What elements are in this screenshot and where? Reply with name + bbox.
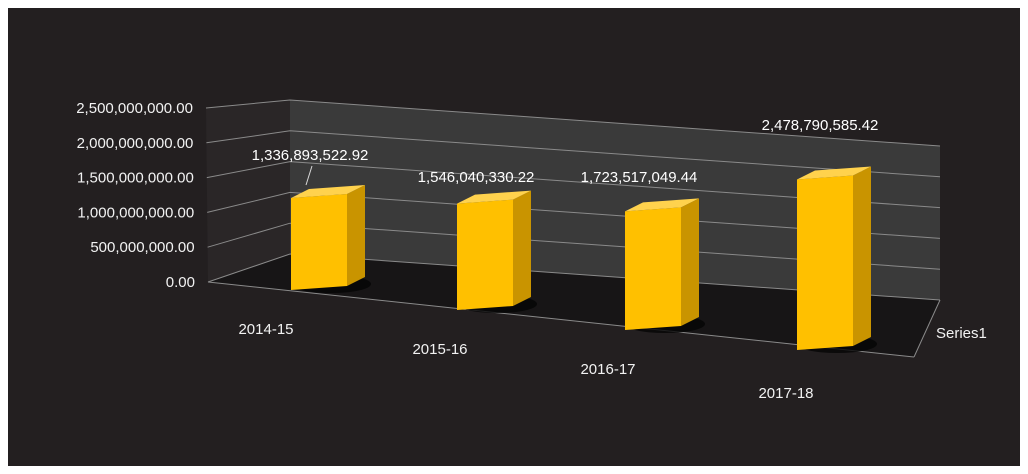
chart-walls xyxy=(206,100,940,357)
bar-front xyxy=(291,194,347,290)
side-wall xyxy=(206,100,290,282)
gridline xyxy=(207,222,941,270)
bar-top xyxy=(797,166,871,180)
y-tick-label: 1,500,000,000.00 xyxy=(77,170,194,187)
series-label: Series1 xyxy=(936,325,987,342)
x-tick-label: 2014-15 xyxy=(238,321,293,338)
gridline xyxy=(207,191,941,239)
bar-side xyxy=(681,198,699,326)
data-labels: 1,336,893,522.92 1,546,040,330.22 1,723,51… xyxy=(252,117,879,186)
y-tick-label: 2,500,000,000.00 xyxy=(76,100,193,117)
gridline xyxy=(205,99,941,147)
y-tick-label: 1,000,000,000.00 xyxy=(77,204,194,221)
x-axis-tick-labels: 2014-15 2015-16 2016-17 2017-18 xyxy=(238,321,813,402)
x-tick-label: 2017-18 xyxy=(758,385,813,402)
bar xyxy=(625,198,705,333)
gridline xyxy=(207,253,941,301)
depth-axis-line xyxy=(913,299,941,358)
bar-top xyxy=(291,185,365,198)
bar-top xyxy=(457,190,531,204)
bar-front xyxy=(457,199,513,310)
gridline xyxy=(206,161,941,209)
bar-side xyxy=(347,185,365,286)
y-tick-label: 500,000,000.00 xyxy=(90,239,194,256)
data-label-leader xyxy=(305,165,313,186)
bar-front xyxy=(797,175,853,350)
x-tick-label: 2015-16 xyxy=(412,341,467,358)
data-label: 2,478,790,585.42 xyxy=(762,117,879,134)
x-axis-line xyxy=(207,281,915,358)
bar-front xyxy=(625,207,681,330)
depth-axis: Series1 xyxy=(936,325,987,342)
gridline xyxy=(206,130,941,178)
x-tick-label: 2016-17 xyxy=(580,361,635,378)
y-tick-label: 2,000,000,000.00 xyxy=(77,135,194,152)
chart-area: 0.00 500,000,000.00 1,000,000,000.00 1,500,… xyxy=(8,8,1020,466)
back-wall xyxy=(290,100,940,300)
bar xyxy=(291,185,371,293)
data-label: 1,546,040,330.22 xyxy=(418,169,535,186)
floor xyxy=(208,254,940,357)
bar-side xyxy=(513,190,531,306)
bar-side xyxy=(853,166,871,346)
bar xyxy=(797,166,877,353)
y-axis-tick-labels: 0.00 500,000,000.00 1,000,000,000.00 1,500,… xyxy=(76,100,195,291)
data-label: 1,336,893,522.92 xyxy=(252,147,369,164)
y-tick-label: 0.00 xyxy=(166,274,195,291)
bar xyxy=(457,190,537,313)
bar-top xyxy=(625,198,699,212)
data-label: 1,723,517,049.44 xyxy=(581,169,698,186)
gridlines xyxy=(205,99,941,358)
bar-chart: 0.00 500,000,000.00 1,000,000,000.00 1,500,… xyxy=(76,99,987,402)
bars xyxy=(291,166,877,353)
